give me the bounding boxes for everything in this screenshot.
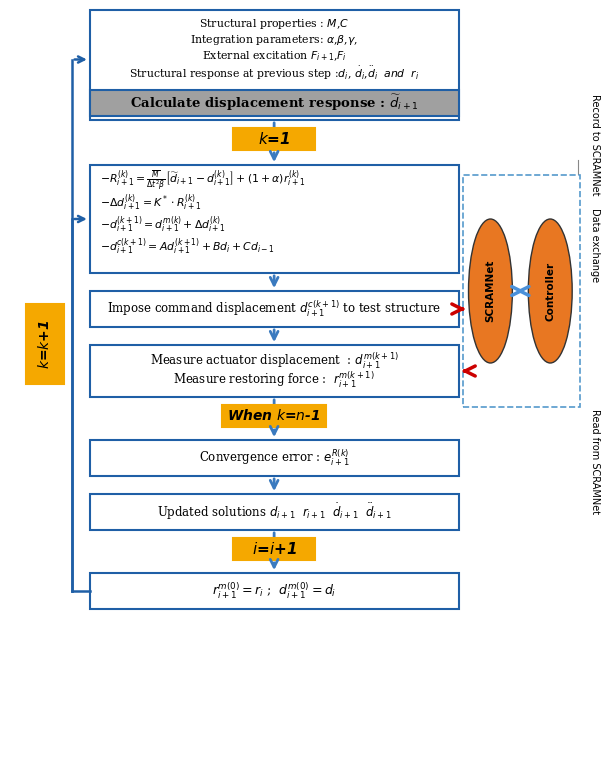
FancyBboxPatch shape <box>233 128 315 150</box>
Text: $- \Delta d_{i+1}^{(k)} = K^* \cdot R_{i+1}^{(k)}$: $- \Delta d_{i+1}^{(k)} = K^* \cdot R_{i… <box>100 192 201 213</box>
Text: $- d_{i+1}^{(k+1)} = d_{i+1}^{m(k)} + \Delta d_{i+1}^{(k)}$: $- d_{i+1}^{(k+1)} = d_{i+1}^{m(k)} + \D… <box>100 215 225 235</box>
FancyBboxPatch shape <box>463 175 580 407</box>
Text: External excitation $F_{i+1}$,$F_i$: External excitation $F_{i+1}$,$F_i$ <box>201 49 347 63</box>
Text: Updated solutions $d_{i+1}$  $r_{i+1}$  $\dot{d}_{i+1}$  $\ddot{d}_{i+1}$: Updated solutions $d_{i+1}$ $r_{i+1}$ $\… <box>157 501 391 522</box>
Text: $k$=1: $k$=1 <box>258 131 290 147</box>
FancyBboxPatch shape <box>233 538 315 560</box>
Text: Measure restoring force :  $r_{i+1}^{m(k+1)}$: Measure restoring force : $r_{i+1}^{m(k+… <box>173 370 375 390</box>
Text: SCRAMNet: SCRAMNet <box>486 260 495 322</box>
FancyBboxPatch shape <box>222 405 326 427</box>
Text: Impose command displacement $d_{i+1}^{c(k+1)}$ to test structure: Impose command displacement $d_{i+1}^{c(… <box>107 299 441 319</box>
FancyBboxPatch shape <box>90 345 459 397</box>
FancyBboxPatch shape <box>26 304 64 384</box>
Text: When $k$=$n$-1: When $k$=$n$-1 <box>227 408 321 424</box>
Text: Structural properties : $M$,$C$: Structural properties : $M$,$C$ <box>199 17 349 31</box>
Ellipse shape <box>528 219 572 363</box>
FancyBboxPatch shape <box>90 291 459 327</box>
Text: Measure actuator displacement  : $d_{i+1}^{m(k+1)}$: Measure actuator displacement : $d_{i+1}… <box>150 351 398 371</box>
Text: Record to SCRAMNet: Record to SCRAMNet <box>590 95 600 196</box>
Text: $- d_{i+1}^{c(k+1)} = Ad_{i+1}^{(k+1)} + Bd_i + Cd_{i-1}$: $- d_{i+1}^{c(k+1)} = Ad_{i+1}^{(k+1)} +… <box>100 237 274 258</box>
FancyBboxPatch shape <box>90 90 459 116</box>
Text: Read from SCRAMNet: Read from SCRAMNet <box>590 409 600 514</box>
Text: Data exchange: Data exchange <box>590 208 600 281</box>
FancyBboxPatch shape <box>90 10 459 120</box>
Text: Integration parameters: $\alpha$,$\beta$,$\gamma$,: Integration parameters: $\alpha$,$\beta$… <box>190 33 358 47</box>
Text: $i$=$i$+1: $i$=$i$+1 <box>252 541 296 557</box>
Text: $k$=$k$+1: $k$=$k$+1 <box>37 319 52 368</box>
Text: Structural response at previous step :$d_i$, $\dot{d}_i$,$\ddot{d}_i$  $and$  $r: Structural response at previous step :$d… <box>129 65 419 82</box>
FancyBboxPatch shape <box>90 165 459 273</box>
Text: Calculate displacement response : $\widetilde{d}_{i+1}$: Calculate displacement response : $\wide… <box>130 93 418 113</box>
FancyBboxPatch shape <box>90 573 459 609</box>
FancyBboxPatch shape <box>90 440 459 476</box>
Ellipse shape <box>469 219 513 363</box>
FancyBboxPatch shape <box>90 494 459 530</box>
Text: $r_{i+1}^{m(0)} = r_i$ ;  $d_{i+1}^{m(0)} = d_i$: $r_{i+1}^{m(0)} = r_i$ ; $d_{i+1}^{m(0)}… <box>212 581 337 601</box>
Text: $- R_{i+1}^{(k)}=\frac{\overline{M}}{\Delta t^2 \beta}\left[\widetilde{d}_{i+1} : $- R_{i+1}^{(k)}=\frac{\overline{M}}{\De… <box>100 169 305 193</box>
Text: Controller: Controller <box>545 261 555 321</box>
Text: Convergence error : $e_{i+1}^{R(k)}$: Convergence error : $e_{i+1}^{R(k)}$ <box>199 448 349 468</box>
